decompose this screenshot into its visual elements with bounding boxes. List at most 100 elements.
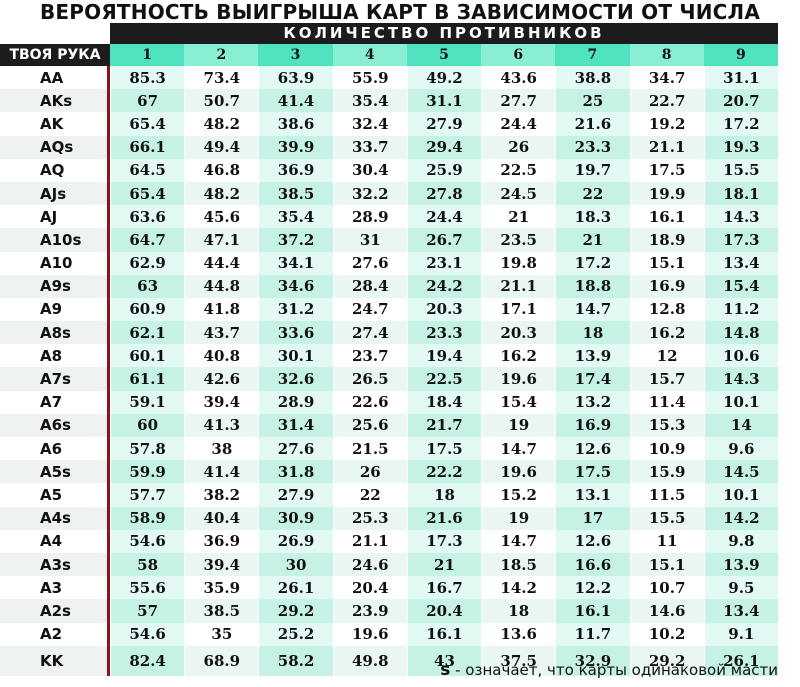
probability-cell: 17.1 [481, 297, 556, 322]
footnote-symbol: s [440, 660, 451, 680]
probability-cell: 25.6 [332, 413, 407, 437]
probability-cell: 34.1 [258, 251, 333, 275]
hand-label: AK [0, 112, 110, 136]
table-row: A8s 62.1 43.7 33.6 27.4 23.3 20.3 18 16.2 14.8 [0, 321, 778, 345]
probability-cell: 27.4 [332, 321, 407, 345]
probability-cell: 63 [110, 274, 185, 298]
probability-cell: 32.2 [332, 181, 407, 206]
footnote: s - означает, что карты одинаковой масти [440, 660, 778, 680]
probability-cell: 9.6 [703, 437, 778, 461]
probability-cell: 13.6 [481, 622, 556, 646]
probability-cell: 12.2 [555, 576, 630, 600]
probability-cell: 10.6 [703, 344, 778, 368]
probability-cell: 30.9 [258, 506, 333, 530]
probability-cell: 16.1 [629, 205, 704, 229]
probability-cell: 34.7 [629, 66, 704, 90]
probability-cell: 14.7 [555, 297, 630, 322]
column-header: 1 [110, 44, 185, 66]
probability-cell: 21.6 [555, 112, 630, 136]
probability-cell: 37.5 [481, 645, 556, 676]
probability-cell: 31.1 [406, 89, 482, 113]
probability-cell: 59.1 [110, 390, 185, 414]
probability-cell: 63.6 [110, 205, 185, 229]
probability-cell: 19.3 [703, 135, 778, 159]
column-header: 6 [481, 44, 556, 66]
hand-label: A2s [0, 599, 110, 623]
probability-cell: 15.2 [481, 483, 556, 507]
probability-cell: 58.2 [258, 645, 333, 676]
probability-cell: 14.3 [703, 205, 778, 229]
probability-cell: 65.4 [110, 181, 185, 206]
probability-cell: 41.4 [184, 460, 259, 484]
probability-cell: 15.1 [629, 552, 704, 577]
table-row: A3 55.6 35.9 26.1 20.4 16.7 14.2 12.2 10.7 9.5 [0, 576, 778, 600]
probability-cell: 49.8 [332, 645, 407, 676]
table-row: AKs 67 50.7 41.4 35.4 31.1 27.7 25 22.7 20.7 [0, 89, 778, 113]
probability-cell: 18 [406, 483, 482, 507]
hand-label: A7 [0, 390, 110, 414]
probability-cell: 15.4 [481, 390, 556, 414]
probability-cell: 60.9 [110, 297, 185, 322]
probability-cell: 15.5 [703, 158, 778, 182]
probability-cell: 17.4 [555, 367, 630, 391]
probability-cell: 27.9 [406, 112, 482, 136]
probability-cell: 22.5 [481, 158, 556, 182]
probability-cell: 32.9 [555, 645, 630, 676]
column-header: 8 [629, 44, 704, 66]
probability-cell: 19.4 [406, 344, 482, 368]
probability-cell: 33.7 [332, 135, 407, 159]
probability-cell: 31.8 [258, 460, 333, 484]
probability-cell: 22 [332, 483, 407, 507]
hand-label: A6s [0, 413, 110, 437]
probability-cell: 64.7 [110, 228, 185, 252]
probability-cell: 16.2 [481, 344, 556, 368]
probability-cell: 25.9 [406, 158, 482, 182]
probability-cell: 27.9 [258, 483, 333, 507]
hand-label: AQs [0, 135, 110, 159]
probability-cell: 26.5 [332, 367, 407, 391]
probability-cell: 39.4 [184, 552, 259, 577]
probability-cell: 12 [629, 344, 704, 368]
probability-cell: 15.4 [703, 274, 778, 298]
table-row: A2 54.6 35 25.2 19.6 16.1 13.6 11.7 10.2 9.1 [0, 622, 778, 646]
probability-cell: 16.2 [629, 321, 704, 345]
probability-cell: 12.6 [555, 529, 630, 553]
probability-cell: 55.6 [110, 576, 185, 600]
probability-cell: 35.9 [184, 576, 259, 600]
probability-cell: 39.9 [258, 135, 333, 159]
probability-cell: 47.1 [184, 228, 259, 252]
probability-cell: 36.9 [258, 158, 333, 182]
table-row: A10s 64.7 47.1 37.2 31 26.7 23.5 21 18.9 17.3 [0, 228, 778, 252]
probability-cell: 23.5 [481, 228, 556, 252]
probability-cell: 19 [481, 506, 556, 530]
probability-cell: 23.3 [406, 321, 482, 345]
hand-label: AQ [0, 158, 110, 182]
probability-cell: 30 [258, 552, 333, 577]
probability-cell: 22.7 [629, 89, 704, 113]
probability-cell: 31.4 [258, 413, 333, 437]
probability-cell: 21 [406, 552, 482, 577]
probability-cell: 31.2 [258, 297, 333, 322]
probability-cell: 16.1 [555, 599, 630, 623]
hand-label: A4s [0, 506, 110, 530]
probability-cell: 14.2 [703, 506, 778, 530]
probability-cell: 14.7 [481, 437, 556, 461]
probability-cell: 60.1 [110, 344, 185, 368]
probability-cell: 66.1 [110, 135, 185, 159]
table-row: A7 59.1 39.4 28.9 22.6 18.4 15.4 13.2 11.4 10.1 [0, 390, 778, 414]
probability-cell: 61.1 [110, 367, 185, 391]
probability-cell: 35.4 [332, 89, 407, 113]
probability-cell: 15.1 [629, 251, 704, 275]
probability-cell: 26.1 [258, 576, 333, 600]
probability-cell: 14.5 [703, 460, 778, 484]
probability-cell: 10.2 [629, 622, 704, 646]
probability-cell: 23.3 [555, 135, 630, 159]
probability-cell: 18.1 [703, 181, 778, 206]
probability-cell: 42.6 [184, 367, 259, 391]
hand-label: A10 [0, 251, 110, 275]
probability-cell: 19 [481, 413, 556, 437]
probability-cell: 14.3 [703, 367, 778, 391]
probability-cell: 65.4 [110, 112, 185, 136]
probability-cell: 58 [110, 552, 185, 577]
